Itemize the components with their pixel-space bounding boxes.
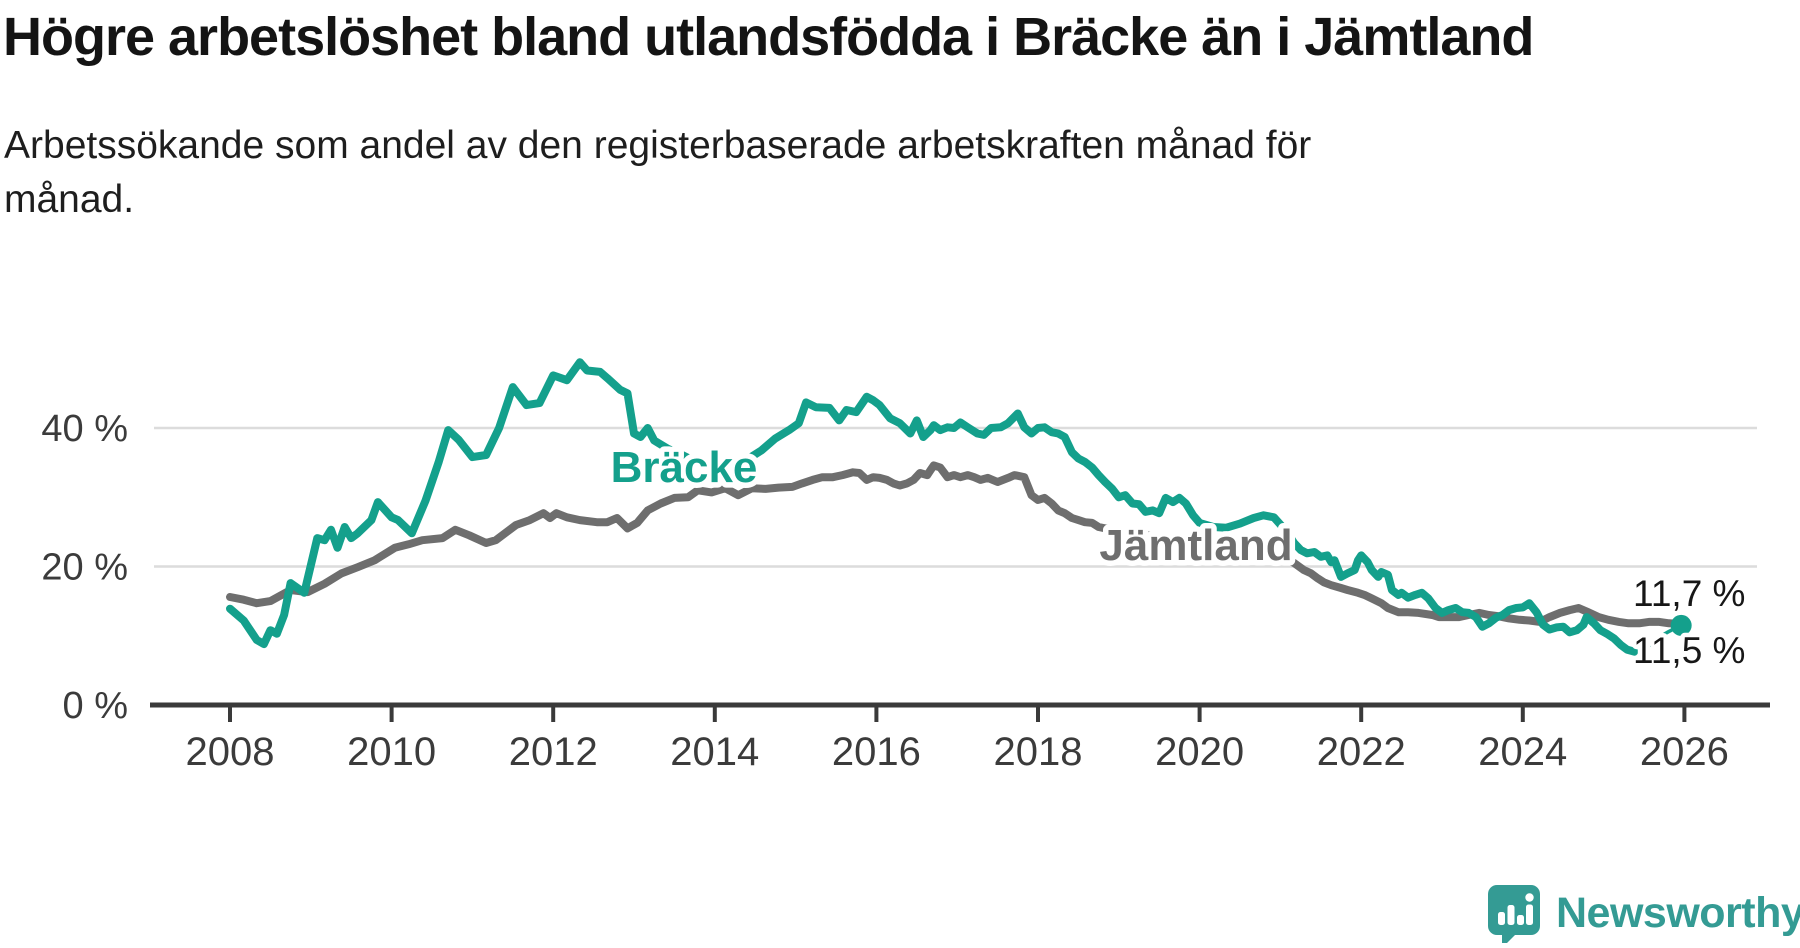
chart-subtitle: Arbetssökande som andel av den registerb… xyxy=(4,119,1311,227)
series-label-jämtland: Jämtland xyxy=(1099,521,1292,570)
series-label-bräcke: Bräcke xyxy=(611,443,758,492)
chart-subtitle-line1: Arbetssökande som andel av den registerb… xyxy=(4,124,1312,167)
y-axis-tick-label: 40 % xyxy=(41,408,128,450)
x-axis-tick-label: 2012 xyxy=(509,730,598,774)
x-axis-tick-label: 2022 xyxy=(1317,730,1406,774)
chart-subtitle-line2: månad. xyxy=(4,178,135,221)
newsworthy-logo: Newsworthy xyxy=(1487,884,1800,943)
x-axis-tick-label: 2016 xyxy=(832,730,921,774)
x-axis-tick-label: 2026 xyxy=(1640,730,1729,774)
end-value-label-jämtland: 11,7 % xyxy=(1633,573,1745,614)
x-axis-tick-label: 2018 xyxy=(994,730,1083,774)
latest-value-connector xyxy=(1638,626,1676,651)
latest-value-dot xyxy=(1670,614,1692,636)
x-axis-tick-label: 2010 xyxy=(347,730,436,774)
y-axis-tick-label: 0 % xyxy=(63,685,128,727)
end-value-label-bräcke: 11,5 % xyxy=(1633,630,1745,671)
x-axis-tick-label: 2024 xyxy=(1478,730,1567,774)
x-axis-tick-label: 2008 xyxy=(186,730,275,774)
x-axis-tick-label: 2014 xyxy=(670,730,759,774)
x-axis-tick-label: 2020 xyxy=(1155,730,1244,774)
newsworthy-logo-text: Newsworthy xyxy=(1556,889,1800,937)
newsworthy-logo-icon xyxy=(1488,885,1540,943)
series-line-bräcke xyxy=(226,358,1639,656)
y-axis-tick-label: 20 % xyxy=(41,547,128,589)
chart-title: Högre arbetslöshet bland utlandsfödda i … xyxy=(3,7,1534,67)
series-line-jämtland xyxy=(226,461,1686,628)
